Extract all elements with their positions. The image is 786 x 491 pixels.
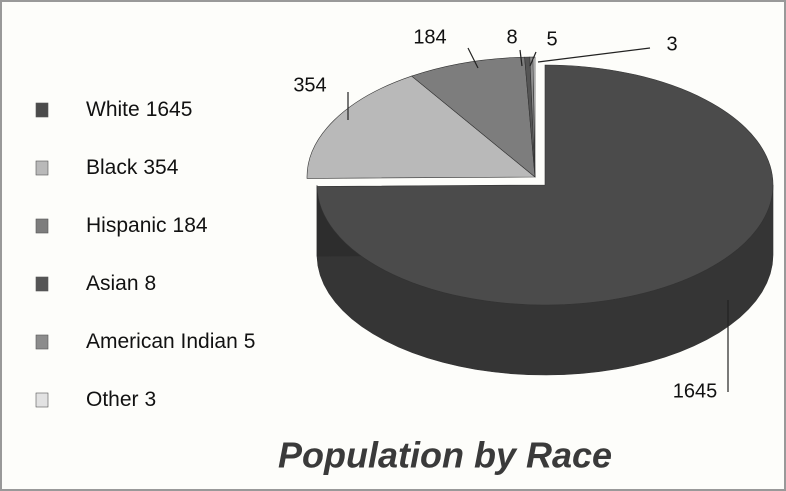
legend-value: 354 <box>143 156 178 179</box>
leader-line <box>537 47 651 63</box>
legend-name: American Indian <box>86 330 238 353</box>
data-label: 8 <box>506 26 517 48</box>
legend-entry: White 1645 <box>86 98 192 121</box>
legend-entry: Asian 8 <box>86 272 156 295</box>
leader-line <box>467 47 479 69</box>
legend-swatch <box>35 334 49 350</box>
legend-value: 184 <box>173 214 208 237</box>
legend-swatch <box>35 218 49 234</box>
legend-entry: American Indian 5 <box>86 330 255 353</box>
legend-value: 1645 <box>146 98 193 121</box>
data-label: 184 <box>413 26 446 48</box>
data-label: 5 <box>546 28 557 50</box>
legend-value: 5 <box>244 330 256 353</box>
legend-entry: Other 3 <box>86 388 156 411</box>
slice <box>316 64 774 306</box>
chart-title: Population by Race <box>278 435 612 476</box>
legend-entry: Hispanic 184 <box>86 214 208 237</box>
data-label: 1645 <box>673 380 718 402</box>
data-label: 3 <box>666 33 677 55</box>
legend-name: Other <box>86 388 139 411</box>
legend-name: Asian <box>86 272 139 295</box>
legend-name: Hispanic <box>86 214 167 237</box>
legend-value: 3 <box>145 388 157 411</box>
legend-swatch <box>35 276 49 292</box>
legend-swatch <box>35 102 49 118</box>
legend-swatch <box>35 160 49 176</box>
legend-name: Black <box>86 156 138 179</box>
legend-entry: Black 354 <box>86 156 179 179</box>
legend-value: 8 <box>145 272 157 295</box>
legend-swatch <box>35 392 49 408</box>
legend-name: White <box>86 98 140 121</box>
leader-line <box>519 49 523 67</box>
data-label: 354 <box>293 74 326 96</box>
leader-line <box>529 51 537 67</box>
slice <box>306 75 536 179</box>
